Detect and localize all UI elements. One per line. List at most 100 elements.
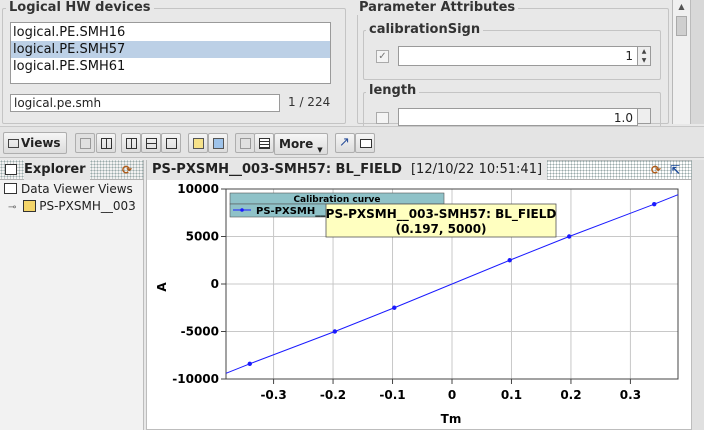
tree-label-pxsmh: PS-PXSMH__003 — [39, 199, 136, 213]
tooltip-line-1: PS-PXSMH__003-SMH57: BL_FIELD — [326, 207, 557, 222]
views-icon — [8, 139, 19, 148]
legend-marker-swatch — [240, 208, 244, 212]
y-tick-label: 0 — [211, 277, 219, 291]
hw-devices-group — [2, 8, 346, 124]
y-tick-label: 10000 — [177, 182, 219, 196]
viewer-title: PS-PXSMH__003-SMH57: BL_FIELD — [152, 162, 402, 177]
explorer-icon — [5, 164, 17, 175]
hw-devices-list[interactable]: logical.PE.SMH16 logical.PE.SMH57 logica… — [10, 22, 331, 84]
calibration-chart[interactable]: -0.3 -0.2 -0.1 0 0.1 0.2 0.3 -10000 -5000 0 5000 10… — [146, 181, 692, 430]
scroll-thumb[interactable] — [676, 16, 687, 36]
viewer-title-text: PS-PXSMH__003-SMH57: BL_FIELD [12/10/22 … — [147, 160, 548, 180]
explorer-header: Explorer ⟳ — [0, 160, 144, 180]
magnifier-icon — [23, 200, 37, 212]
more-button[interactable]: More ▼ — [274, 133, 328, 155]
dropdown-arrow-icon: ▼ — [317, 146, 323, 154]
data-point-tooltip: PS-PXSMH__003-SMH57: BL_FIELD (0.197, 50… — [325, 203, 557, 238]
params-scrollbar[interactable]: ▲ — [672, 0, 690, 124]
printer-icon — [360, 139, 372, 148]
x-tick-label: 0.3 — [620, 388, 641, 402]
param-attributes-title: Parameter Attributes — [356, 0, 519, 15]
tiles-icon — [166, 138, 177, 149]
calibration-sign-field[interactable]: 1 — [398, 46, 638, 66]
data-point — [247, 361, 252, 366]
device-list-item[interactable]: logical.PE.SMH61 — [13, 59, 126, 74]
y-tick-label: -10000 — [172, 372, 219, 386]
properties-icon — [213, 138, 224, 149]
viewer-timestamp: [12/10/22 10:51:41] — [410, 162, 543, 177]
export-icon: ↗ — [339, 135, 350, 150]
tooltip-box — [325, 203, 557, 238]
tree-node-pxsmh[interactable]: ⊸ PS-PXSMH__003 — [8, 199, 136, 213]
x-tick-label: -0.1 — [379, 388, 405, 402]
x-axis-label: Tm — [441, 412, 462, 426]
legend-title: Calibration curve — [293, 195, 380, 205]
views-label: Views — [21, 136, 61, 150]
table-icon — [259, 138, 270, 149]
hw-devices-title: Logical HW devices — [6, 0, 154, 15]
tree-expander-icon[interactable]: ⊸ — [8, 202, 17, 213]
data-point — [332, 329, 338, 334]
device-list-item-selected[interactable]: logical.PE.SMH57 — [11, 41, 330, 58]
layout-grid-button[interactable] — [75, 133, 95, 153]
device-count: 1 / 224 — [288, 95, 331, 109]
data-point — [566, 234, 572, 239]
param-name-length: length — [366, 83, 420, 98]
table-view-button[interactable] — [254, 133, 274, 153]
data-point — [652, 202, 657, 207]
viewer-sync-icon[interactable]: ⟳ — [651, 163, 662, 177]
tick-layer: -0.3 -0.2 -0.1 0 0.1 0.2 0.3 -10000 -5000 0 5000 10… — [172, 182, 641, 402]
print-button[interactable] — [355, 133, 375, 153]
scroll-up-arrow-icon[interactable]: ▲ — [678, 2, 685, 11]
length-spinner[interactable] — [637, 108, 651, 124]
calibration-sign-value: 1 — [625, 49, 633, 63]
series-line — [225, 194, 679, 374]
sync-icon[interactable]: ⟳ — [122, 163, 133, 177]
checkbox-calibration-sign[interactable]: ✓ — [376, 50, 389, 63]
properties-button[interactable] — [208, 133, 228, 153]
layout-tiles-button[interactable] — [161, 133, 181, 153]
export-button[interactable]: ↗ — [335, 133, 355, 153]
viewer-header: PS-PXSMH__003-SMH57: BL_FIELD [12/10/22 … — [147, 160, 692, 180]
param-name-calibration-sign: calibrationSign — [366, 22, 484, 37]
columns-icon — [126, 138, 137, 149]
quad-icon — [101, 138, 112, 149]
x-tick-label: 0.2 — [560, 388, 581, 402]
blank-panel-button[interactable] — [235, 133, 255, 153]
window-right-border — [692, 160, 704, 430]
grid-icon — [80, 138, 91, 149]
tooltip-line-2: (0.197, 5000) — [395, 222, 486, 236]
calibration-sign-spinner[interactable]: ▲ ▼ — [637, 46, 651, 66]
series-layer — [225, 194, 679, 374]
length-value: 1.0 — [613, 111, 633, 125]
device-list-item[interactable]: logical.PE.SMH16 — [13, 25, 126, 40]
y-tick-label: -5000 — [181, 325, 219, 339]
param-box-calibration-sign — [363, 30, 661, 80]
y-tick-label: 5000 — [186, 230, 219, 244]
layout-rows-button[interactable] — [141, 133, 161, 153]
y-axis-label: A — [155, 282, 169, 292]
layout-quad-button[interactable] — [96, 133, 116, 153]
x-tick-label: 0.1 — [501, 388, 522, 402]
tree-label-views: Data Viewer Views — [21, 182, 133, 196]
x-tick-label: 0 — [448, 388, 456, 402]
tree-node-views[interactable]: Data Viewer Views — [4, 182, 133, 196]
data-point — [392, 305, 397, 310]
length-field[interactable]: 1.0 — [398, 108, 638, 126]
data-point — [507, 258, 512, 263]
blank-panel-icon — [240, 138, 251, 149]
views-folder-icon — [4, 183, 17, 194]
viewer-maximize-icon[interactable]: ⇱ — [670, 163, 681, 177]
edit-view-button[interactable] — [188, 133, 208, 153]
more-label: More — [279, 137, 314, 151]
checkbox-length[interactable] — [376, 112, 389, 124]
x-tick-label: -0.3 — [260, 388, 286, 402]
x-tick-label: -0.2 — [320, 388, 346, 402]
layout-columns-button[interactable] — [121, 133, 141, 153]
explorer-title: Explorer — [24, 160, 90, 180]
device-filter-input[interactable]: logical.pe.smh — [10, 94, 280, 112]
rows-icon — [146, 138, 157, 149]
views-button[interactable]: Views — [3, 132, 67, 154]
edit-view-icon — [193, 138, 204, 149]
right-edge-strip — [690, 0, 704, 124]
